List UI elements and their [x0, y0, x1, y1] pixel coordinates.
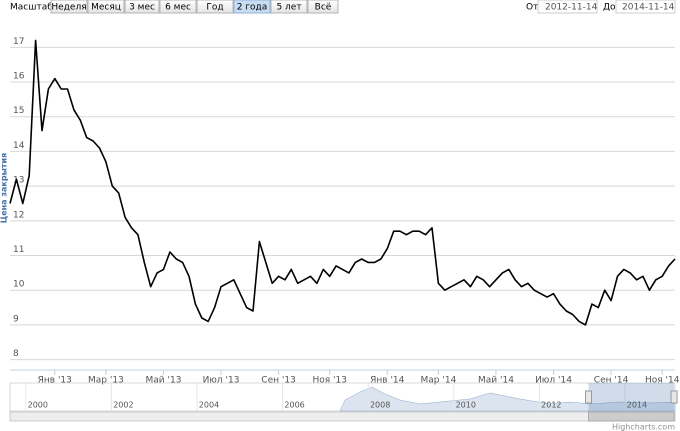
range-button[interactable]	[196, 0, 234, 14]
y-tick-label: 13	[13, 176, 24, 186]
credits: Highcharts.com	[612, 423, 675, 431]
y-axis-title: Цена закрытия	[0, 153, 9, 223]
x-tick-label: Янв '14	[370, 376, 405, 386]
from-label: От	[526, 3, 538, 13]
range-button[interactable]	[87, 0, 125, 14]
range-button-label: Всё	[315, 3, 332, 13]
range-button[interactable]	[270, 0, 308, 14]
price-line	[9, 39, 676, 326]
y-tick-label: 11	[13, 245, 24, 255]
navigator-handle[interactable]	[585, 390, 593, 404]
range-button-label: 2 года	[237, 3, 268, 13]
navigator-tick-label: 2000	[28, 401, 48, 410]
navigator-window	[588, 383, 675, 411]
navigator-handle[interactable]	[670, 390, 678, 404]
range-button[interactable]	[307, 0, 339, 14]
from-input[interactable]	[537, 0, 598, 14]
to-input[interactable]	[615, 0, 676, 14]
to-value: 2014-11-14	[622, 3, 675, 13]
navigator-tick-label: 2004	[199, 401, 219, 410]
from-value: 2012-11-14	[545, 3, 598, 13]
x-tick-label: Сен '13	[261, 376, 296, 386]
range-button-label: Месяц	[91, 3, 121, 13]
navigator-tick-label: 2008	[370, 401, 390, 410]
y-tick-label: 8	[13, 349, 19, 359]
navigator-tick-label: 2012	[541, 401, 561, 410]
x-tick-label: Сен '14	[594, 376, 629, 386]
range-button-label: Неделя	[51, 3, 86, 13]
range-label: Масштаб	[10, 3, 53, 13]
x-tick-label: Янв '13	[38, 376, 72, 386]
y-tick-label: 10	[13, 280, 25, 290]
x-tick-label: Мар '13	[88, 376, 124, 386]
x-tick-label: Мар '14	[421, 376, 457, 386]
y-tick-label: 12	[13, 210, 24, 220]
x-tick-label: Июл '14	[535, 376, 572, 386]
x-tick-label: Ноя '14	[645, 376, 680, 386]
range-button[interactable]	[159, 0, 197, 14]
navigator-tick-label: 2006	[284, 401, 304, 410]
x-tick-label: Ноя '13	[312, 376, 346, 386]
y-tick-label: 17	[13, 37, 24, 47]
range-button[interactable]	[233, 0, 271, 14]
range-button-label: 3 мес	[129, 3, 155, 13]
range-button-label: 6 мес	[165, 3, 191, 13]
x-tick-label: Июл '13	[203, 376, 240, 386]
scrollbar[interactable]	[9, 411, 676, 422]
y-tick-label: 15	[13, 106, 24, 116]
navigator-tick-label: 2002	[113, 401, 133, 410]
scrollbar-thumb[interactable]	[588, 411, 675, 422]
range-button-label: 5 лет	[276, 3, 301, 13]
range-button-label: Год	[206, 3, 223, 13]
y-tick-label: 16	[13, 72, 25, 82]
range-button[interactable]	[50, 0, 88, 14]
x-tick-label: Май '13	[146, 376, 182, 386]
navigator-tick-label: 2010	[456, 401, 476, 410]
y-tick-label: 14	[13, 141, 25, 151]
y-tick-label: 9	[13, 314, 19, 324]
to-label: До	[603, 3, 616, 13]
navigator-area	[339, 386, 676, 412]
x-tick-label: Май '14	[478, 376, 514, 386]
navigator-tick-label: 2014	[627, 401, 647, 410]
range-button[interactable]	[124, 0, 160, 14]
